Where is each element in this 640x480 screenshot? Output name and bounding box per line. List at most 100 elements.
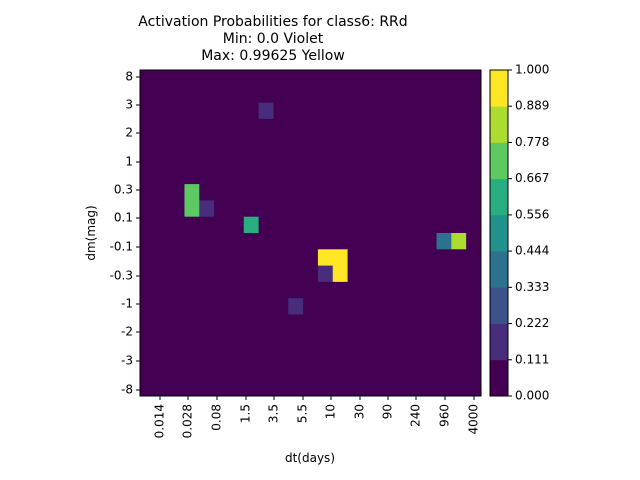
- heatmap-cell: [228, 233, 245, 250]
- heatmap-cell: [243, 118, 260, 136]
- heatmap-cell: [466, 314, 482, 332]
- heatmap-cell: [288, 135, 304, 152]
- heatmap-cell: [347, 265, 363, 283]
- heatmap-cell: [184, 86, 200, 103]
- heatmap-cell: [228, 70, 245, 87]
- heatmap-cell: [288, 102, 304, 120]
- heatmap-cell: [436, 265, 452, 283]
- heatmap-cell: [288, 216, 304, 234]
- heatmap-cell: [466, 249, 482, 266]
- heatmap-cell: [362, 184, 378, 201]
- heatmap-cell: [273, 200, 289, 218]
- heatmap-cell: [451, 298, 467, 315]
- heatmap-cell: [362, 347, 378, 364]
- x-tick-label: 1.5: [239, 404, 253, 423]
- heatmap-cell: [436, 298, 452, 315]
- heatmap-cell: [169, 86, 185, 103]
- colorbar-segment: [490, 142, 508, 180]
- heatmap-cell: [303, 233, 319, 250]
- heatmap-cell: [317, 233, 334, 250]
- heatmap-cell: [288, 184, 304, 201]
- heatmap-cell: [451, 265, 467, 283]
- y-axis: 8 3 2 1 0.3 0.1 -0.1 -0.3 -1 -2 -3 -8: [110, 70, 140, 397]
- heatmap-cell: [362, 118, 378, 136]
- heatmap-cell: [303, 314, 319, 332]
- heatmap-cell: [436, 167, 452, 185]
- heatmap-cell: [169, 102, 185, 120]
- plot-frame: [139, 69, 482, 397]
- heatmap-cell: [199, 86, 215, 103]
- y-tick-label: -0.1: [110, 240, 133, 254]
- heatmap-cell: [228, 200, 245, 218]
- heatmap-cell: [258, 151, 274, 169]
- heatmap-cell: [199, 347, 215, 364]
- colorbar-tick-label: 0.444: [515, 244, 549, 258]
- heatmap-cell: [421, 102, 437, 120]
- heatmap-cell: [140, 233, 156, 250]
- heatmap-cell: [317, 86, 334, 103]
- heatmap-cell: [377, 184, 393, 201]
- heatmap-cell: [317, 167, 334, 185]
- y-tick-label: 1: [125, 155, 133, 169]
- heatmap-cell: [421, 379, 437, 397]
- heatmap-cell: [421, 314, 437, 332]
- heatmap-cell: [273, 102, 289, 120]
- heatmap-cell: [140, 363, 156, 381]
- heatmap-cell: [317, 151, 334, 169]
- heatmap-cell: [421, 330, 437, 348]
- heatmap-cell: [466, 70, 482, 87]
- heatmap-cell: [228, 265, 245, 283]
- heatmap-cell: [466, 135, 482, 152]
- heatmap-cell: [392, 102, 408, 120]
- heatmap-cell: [228, 184, 245, 201]
- heatmap-cell: [214, 102, 230, 120]
- heatmap-cell: [303, 363, 319, 381]
- heatmap-cell: [258, 70, 274, 87]
- heatmap-cell: [199, 151, 215, 169]
- heatmap-cell: [140, 281, 156, 299]
- heatmap-cell: [362, 233, 378, 250]
- heatmap-cell: [362, 102, 378, 120]
- heatmap-cell: [214, 265, 230, 283]
- heatmap-cell: [362, 281, 378, 299]
- heatmap-cell: [377, 249, 393, 266]
- heatmap-cell: [184, 314, 200, 332]
- x-axis-label: dt(days): [285, 451, 335, 465]
- heatmap-cell: [347, 200, 363, 218]
- heatmap-cell: [199, 249, 215, 266]
- heatmap-cell: [258, 118, 274, 136]
- heatmap-cell: [347, 298, 363, 315]
- heatmap-cell: [406, 184, 423, 201]
- heatmap-cell: [317, 379, 334, 397]
- heatmap-cell: [288, 200, 304, 218]
- heatmap-cell: [332, 330, 348, 348]
- heatmap-cell: [347, 118, 363, 136]
- heatmap-cell: [406, 249, 423, 266]
- heatmap-cell: [332, 184, 348, 201]
- heatmap-cell: [406, 233, 423, 250]
- heatmap-cell: [140, 330, 156, 348]
- x-tick-label: 0.028: [181, 404, 195, 438]
- heatmap-cell: [436, 314, 452, 332]
- heatmap-cell: [332, 200, 348, 218]
- heatmap-cell: [466, 363, 482, 381]
- heatmap-cell: [258, 86, 274, 103]
- heatmap-cell: [303, 86, 319, 103]
- heatmap-cell: [466, 379, 482, 397]
- y-axis-label: dm(mag): [84, 205, 98, 260]
- heatmap-cell: [332, 298, 348, 315]
- heatmap-cell: [258, 281, 274, 299]
- heatmap-cell: [406, 363, 423, 381]
- heatmap-cell: [377, 347, 393, 364]
- heatmap-cell: [154, 379, 171, 397]
- heatmap-cell: [169, 151, 185, 169]
- heatmap-cell: [377, 216, 393, 234]
- heatmap-cell: [451, 70, 467, 87]
- heatmap-cell: [303, 135, 319, 152]
- heatmap-cell: [303, 249, 319, 266]
- heatmap-cell: [169, 330, 185, 348]
- heatmap-cell: [199, 167, 215, 185]
- heatmap-cell: [214, 314, 230, 332]
- heatmap-cell: [273, 298, 289, 315]
- heatmap-cell: [436, 216, 452, 234]
